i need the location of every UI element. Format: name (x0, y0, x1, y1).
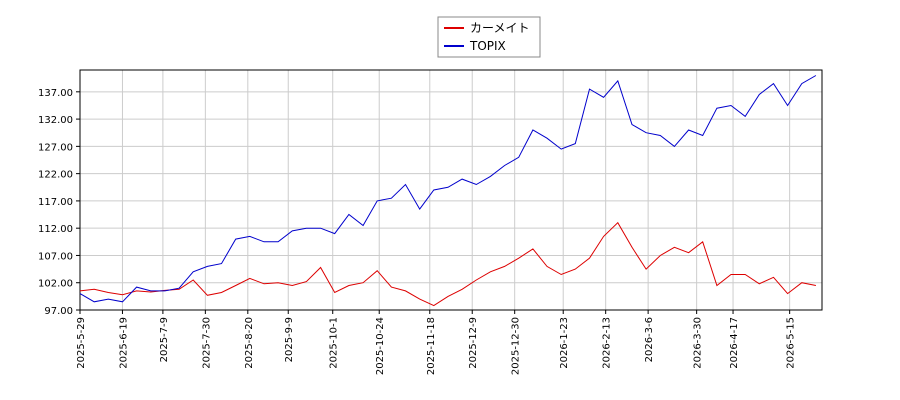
x-tick-label: 2025-9-9 (284, 317, 295, 362)
x-tick-label: 2025-10-24 (375, 317, 386, 375)
x-tick-label: 2026-3-30 (693, 317, 704, 369)
x-tick-label: 2025-7-9 (159, 317, 170, 362)
legend: カーメイト TOPIX (437, 16, 541, 58)
x-tick-label: 2026-4-17 (729, 317, 740, 369)
x-tick-label: 2025-8-20 (244, 317, 255, 369)
series-line (79, 75, 817, 303)
x-tick-label: 2026-5-15 (786, 317, 797, 369)
x-tick-label: 2025-10-1 (329, 317, 340, 369)
x-tick-label: 2025-5-29 (76, 317, 87, 369)
x-tick-label: 2026-3-6 (644, 317, 655, 362)
x-tick-label: 2025-7-30 (201, 317, 212, 369)
x-tick-label: 2025-6-19 (118, 317, 129, 369)
y-tick-label: 102.00 (38, 279, 73, 290)
x-tick-label: 2026-2-13 (602, 317, 613, 369)
y-tick-label: 117.00 (38, 197, 73, 208)
legend-label: TOPIX (469, 39, 506, 53)
y-tick-label: 112.00 (38, 224, 73, 235)
y-tick-label: 137.00 (38, 88, 73, 99)
y-tick-label: 122.00 (38, 170, 73, 181)
x-tick-label: 2025-12-30 (511, 317, 522, 375)
legend-box (437, 16, 541, 58)
plot-frame (79, 69, 823, 311)
x-tick-label: 2026-1-23 (559, 317, 570, 369)
y-tick-label: 132.00 (38, 115, 73, 126)
series-line (79, 221, 816, 307)
y-tick-label: 97.00 (44, 306, 73, 317)
legend-label: カーメイト (470, 21, 530, 35)
y-tick-label: 127.00 (38, 142, 73, 153)
y-tick-label: 107.00 (38, 251, 73, 262)
x-tick-label: 2025-11-18 (426, 317, 437, 375)
x-tick-label: 2025-12-9 (468, 317, 479, 369)
